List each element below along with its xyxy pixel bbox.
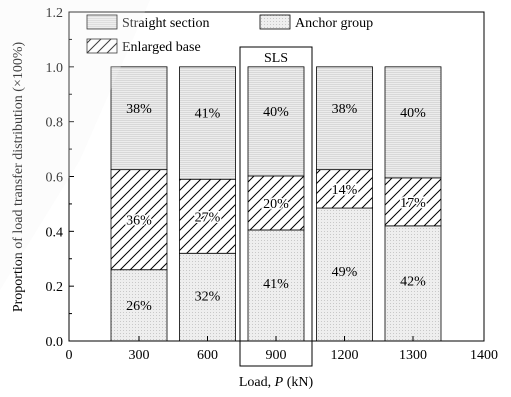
y-tick-label-0.2: 0.2: [46, 280, 64, 295]
data-label-straight-section-600: 41%: [195, 106, 221, 121]
data-label-straight-section-300: 38%: [126, 102, 152, 117]
bar-segment-enlarged-base-1300: [384, 177, 442, 227]
bar-segment-enlarged-base-300: [110, 169, 168, 271]
bar-segment-anchor-group-900: [247, 229, 305, 342]
data-label-anchor-group-900: 41%: [263, 277, 289, 292]
x-tick-label-1400: 1400: [470, 348, 498, 363]
bar-segment-enlarged-base-900: [247, 175, 305, 231]
bar-segment-enlarged-base-600: [179, 178, 236, 254]
y-tick-label-0.4: 0.4: [46, 225, 64, 240]
x-tick-label-900: 900: [266, 348, 287, 363]
bars-layer: 26% 36% 38% 32% 27% 41% 41% 20% 40% 49% 14% 38% 42% 1…: [110, 66, 442, 342]
x-tick-label-1200: 1200: [331, 348, 359, 363]
sls-label: SLS: [264, 51, 288, 66]
data-label-straight-section-1300: 40%: [400, 106, 426, 121]
bar-segment-straight-section-900: [247, 66, 305, 177]
data-label-anchor-group-1200: 49%: [332, 265, 358, 280]
legend-label-enlarged-base: Enlarged base: [122, 40, 201, 55]
data-label-enlarged-base-900: 20%: [263, 197, 289, 212]
legend-swatch-straight-section: [86, 14, 118, 30]
bar-segment-anchor-group-300: [110, 269, 168, 342]
legend-swatch-anchor-group: [259, 14, 291, 30]
bar-segment-straight-section-1200: [316, 66, 373, 171]
y-tick-label-0.8: 0.8: [46, 116, 64, 131]
bar-segment-straight-section-600: [179, 66, 236, 180]
y-tick-label-0: 0.0: [46, 335, 64, 350]
y-tick-label-1: 1.0: [46, 61, 64, 76]
data-label-enlarged-base-1200: 14%: [332, 183, 358, 198]
legend: Straight section Anchor group Enlarged b…: [86, 14, 373, 55]
legend-swatch-enlarged-base: [86, 38, 118, 54]
x-tick-label-600: 600: [197, 348, 218, 363]
y-tick-label-1.2: 1.2: [46, 6, 64, 21]
data-label-enlarged-base-300: 36%: [126, 214, 152, 229]
axis-ticks: 0 300 600 900 1200 1300 1400 0.0 0.2 0.4 0.6 0.8 1.0…: [46, 6, 499, 363]
x-axis-title: Load, P (kN): [239, 375, 314, 390]
data-label-anchor-group-300: 26%: [126, 299, 152, 314]
sls-highlight-box: [239, 46, 313, 367]
data-label-anchor-group-600: 32%: [195, 290, 221, 305]
y-axis-title: Proportion of load transfer distribution…: [11, 41, 26, 312]
data-label-enlarged-base-600: 27%: [195, 210, 221, 225]
x-tick-label-0: 0: [66, 348, 73, 363]
data-label-anchor-group-1300: 42%: [400, 275, 426, 290]
y-tick-label-0.6: 0.6: [46, 171, 64, 186]
data-label-straight-section-900: 40%: [263, 105, 289, 120]
legend-label-straight-section: Straight section: [122, 16, 210, 31]
x-tick-label-1300: 1300: [399, 348, 427, 363]
data-label-enlarged-base-1300: 17%: [400, 196, 426, 211]
bar-segment-straight-section-1300: [384, 66, 442, 179]
x-tick-label-300: 300: [129, 348, 150, 363]
data-label-straight-section-1200: 38%: [332, 102, 358, 117]
bar-segment-straight-section-300: [110, 66, 168, 171]
legend-label-anchor-group: Anchor group: [295, 16, 373, 31]
bar-segment-enlarged-base-1200: [316, 169, 373, 209]
